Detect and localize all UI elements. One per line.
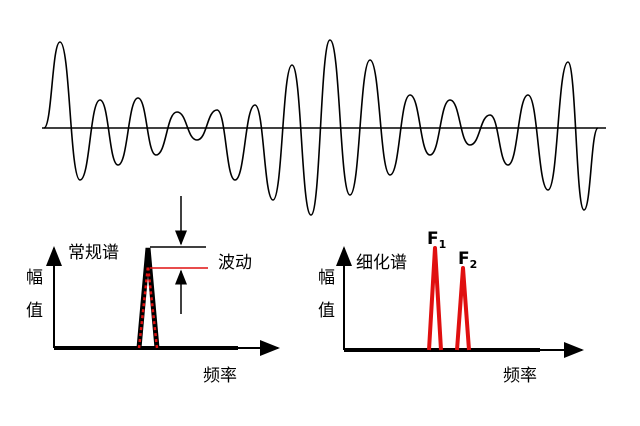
f2-label: F2 [458,249,477,271]
zoom-spectrum-panel: 细化谱 幅 值 频率 F1 F2 [318,229,584,386]
f1-label: F1 [427,229,446,251]
x-label: 频率 [203,366,237,386]
peak-f2 [455,266,471,351]
x-label: 频率 [503,366,537,386]
regular-spectrum-title: 常规谱 [68,243,119,263]
y-label-1: 幅 [318,268,335,288]
y-label-2: 值 [318,301,335,321]
y-label-1: 幅 [26,268,43,288]
regular-peak [136,247,160,349]
peak-f1 [427,246,443,351]
zoom-spectrum-title: 细化谱 [356,253,407,273]
y-label-2: 值 [26,301,43,321]
time-waveform [43,39,599,216]
regular-spectrum-panel: 常规谱 幅 值 频率 波动 [26,196,280,386]
fluctuation-label: 波动 [218,253,252,273]
